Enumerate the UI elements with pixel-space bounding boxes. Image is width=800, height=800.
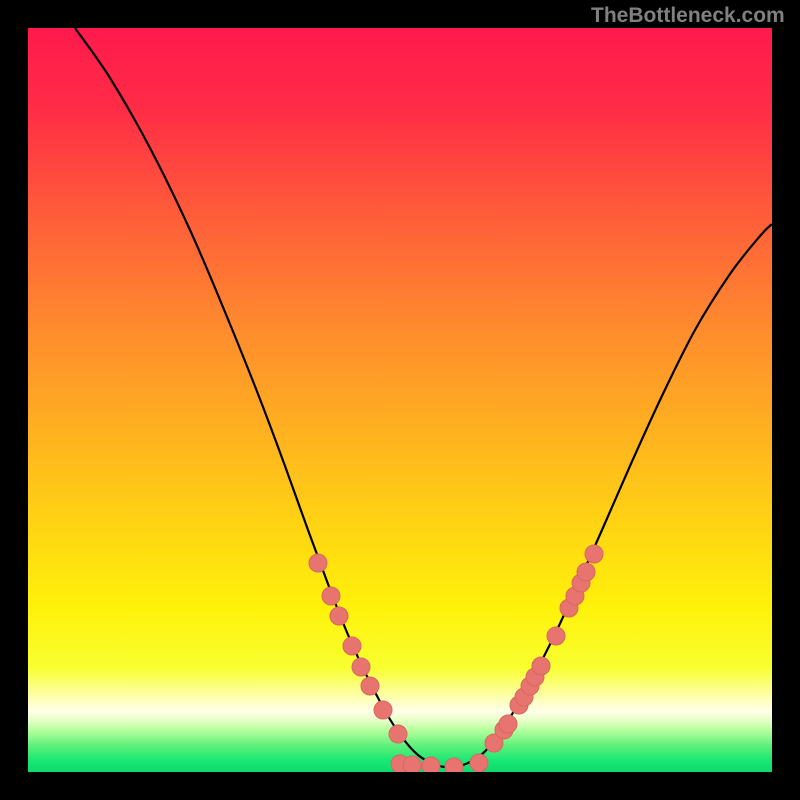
curve-marker xyxy=(309,554,327,572)
curve-marker xyxy=(322,587,340,605)
curve-marker xyxy=(532,657,550,675)
curve-marker xyxy=(585,545,603,563)
curve-marker xyxy=(389,725,407,743)
curve-marker xyxy=(352,658,370,676)
curve-marker xyxy=(343,637,361,655)
curve-marker xyxy=(374,701,392,719)
curve-marker xyxy=(499,715,517,733)
curve-marker xyxy=(547,627,565,645)
curve-marker xyxy=(577,563,595,581)
curve-marker xyxy=(361,677,379,695)
curve-marker xyxy=(330,607,348,625)
watermark-text: TheBottleneck.com xyxy=(591,4,785,28)
curve-marker xyxy=(403,756,421,774)
curve-marker xyxy=(470,754,488,772)
